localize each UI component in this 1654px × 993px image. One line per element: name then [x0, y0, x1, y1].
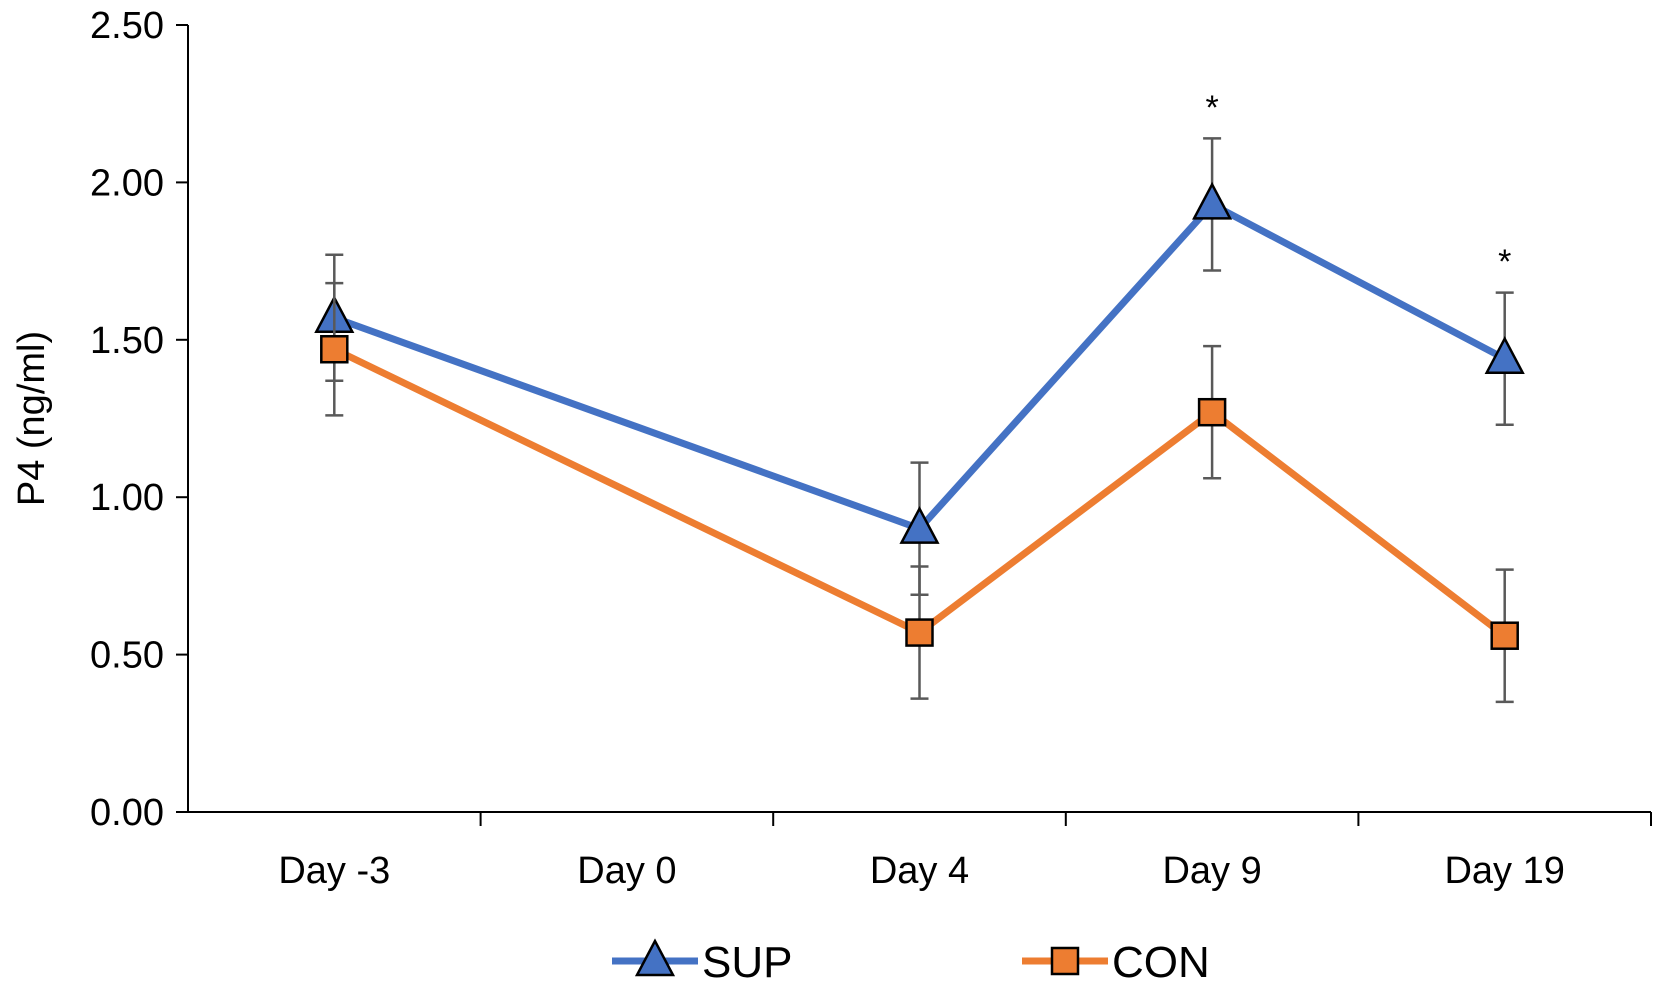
- data-point-con: [320, 334, 349, 364]
- y-tick-label: 1.00: [90, 477, 164, 519]
- x-tick-label: Day 4: [870, 850, 969, 892]
- x-tick-label: Day -3: [278, 850, 390, 892]
- x-tick-label: Day 0: [577, 850, 676, 892]
- legend-marker: [634, 938, 676, 977]
- x-tick-label: Day 19: [1444, 850, 1564, 892]
- y-tick-label: 2.50: [90, 5, 164, 47]
- plot-area: **: [314, 89, 1525, 704]
- series-line-sup: [333, 200, 1507, 533]
- series-line-con: [332, 346, 1507, 639]
- data-point-sup: [1484, 336, 1525, 374]
- legend-label: CON: [1112, 938, 1210, 987]
- legend: SUP CON: [612, 938, 1210, 987]
- x-tick-label: Day 9: [1162, 850, 1261, 892]
- series-sup: [314, 137, 1525, 597]
- x-ticks: Day -3 Day 0 Day 4 Day 9 Day 19: [278, 812, 1652, 892]
- y-tick-label: 0.50: [90, 635, 164, 677]
- y-axis-title: P4 (ng/ml): [11, 331, 53, 506]
- data-point-con: [1490, 621, 1519, 650]
- legend-label: SUP: [702, 938, 792, 987]
- legend-item-sup: SUP: [612, 938, 792, 987]
- data-point-con: [1197, 397, 1227, 427]
- legend-item-con: CON: [1022, 938, 1210, 987]
- significance-marker: *: [1205, 89, 1218, 127]
- axes: 0.000.501.001.502.002.50 Day -3 Day 0 Day …: [90, 5, 1652, 892]
- data-point-sup: [899, 506, 940, 544]
- legend-marker: [1050, 946, 1080, 976]
- y-tick-label: 2.00: [90, 162, 164, 204]
- y-ticks: 0.00 0.50 1.00 1.50 2.00 2.50: [90, 5, 188, 834]
- data-point-con: [905, 618, 934, 647]
- y-tick-label: 0.00: [90, 792, 164, 834]
- significance-marker: *: [1498, 243, 1511, 281]
- data-point-sup: [1192, 181, 1233, 220]
- y-tick-label: 1.50: [90, 320, 164, 362]
- series-con: [320, 281, 1519, 704]
